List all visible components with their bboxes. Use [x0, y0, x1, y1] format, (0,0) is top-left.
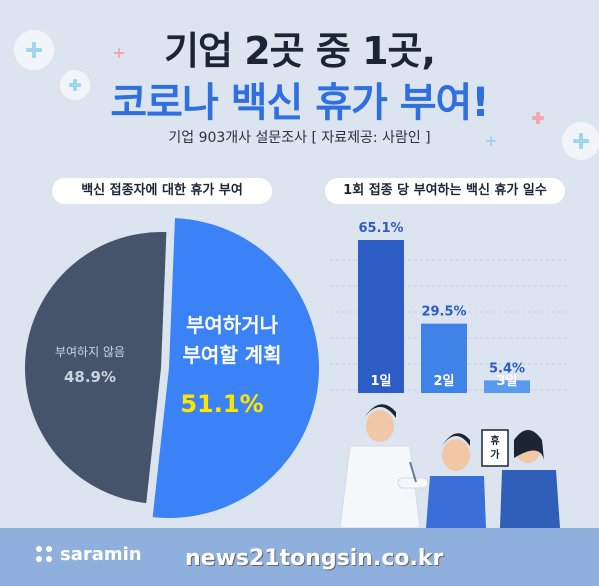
bar-category-label-2: 2일	[433, 374, 454, 389]
pie-slice-1-label-line-2: 부여할 계획	[183, 343, 282, 367]
medical-cross-icon	[570, 130, 592, 152]
footer-bar	[0, 528, 599, 586]
medical-cross-icon	[67, 77, 83, 93]
brand-logo: saramin	[36, 544, 142, 565]
patient-hair	[442, 433, 470, 446]
syringe-icon	[409, 461, 417, 483]
bar-3	[484, 380, 530, 393]
nurse-hair	[514, 430, 544, 460]
subtitle: 기업 903개사 설문조사 [ 자료제공: 사람인 ]	[168, 130, 431, 146]
pie-slice-2-value: 48.9%	[64, 368, 116, 386]
nurse-body	[500, 470, 560, 528]
vacation-sign	[481, 429, 509, 467]
pie-slice-1	[152, 218, 319, 518]
pie-chart-title: 백신 접종자에 대한 휴가 부여	[52, 178, 272, 204]
title-line-2: 코로나 백신 휴가 부여!	[110, 80, 489, 126]
watermark: news21tongsin.co.kr	[185, 546, 444, 571]
vacation-sign-text-2: 가	[490, 448, 500, 461]
pie-slice-2	[24, 231, 167, 504]
medical-cross-icon	[530, 110, 546, 126]
logo-text: saramin	[60, 544, 142, 565]
bar-chart-title: 1회 접종 당 부여하는 백신 휴가 일수	[325, 178, 565, 204]
pie-slice-1-value: 51.1%	[180, 390, 263, 418]
medical-cross-icon	[112, 46, 126, 60]
patient-body	[426, 476, 486, 528]
bar-value-label-3: 5.4%	[489, 361, 525, 376]
vacation-sign-text-1: 휴	[490, 434, 499, 447]
pie-slice-1-label-line-1: 부여하거나	[186, 313, 279, 337]
medical-cross-icon	[22, 38, 46, 62]
medical-cross-icon	[484, 134, 498, 148]
bar-value-label-2: 29.5%	[421, 305, 466, 320]
bar-2	[421, 323, 467, 393]
pie-slice-2-label: 부여하지 않음	[55, 345, 125, 359]
logo-dots-icon	[36, 545, 54, 564]
bar-category-label-1: 1일	[370, 374, 391, 389]
doctor-hair	[364, 404, 396, 418]
doctor-arm	[397, 477, 429, 489]
bar-value-label-1: 65.1%	[358, 221, 403, 236]
bar-1	[358, 240, 404, 393]
title-line-1: 기업 2곳 중 1곳,	[164, 29, 436, 73]
patient-head	[442, 439, 470, 471]
doctor-head	[366, 410, 394, 442]
bar-category-label-3: 3일	[496, 374, 517, 389]
